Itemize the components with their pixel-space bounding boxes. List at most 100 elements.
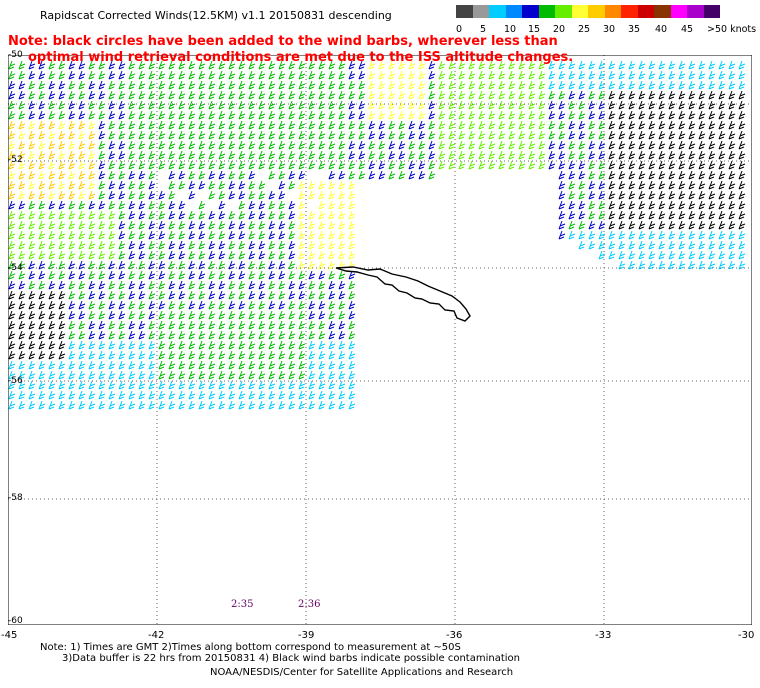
wind-barb [639,71,645,79]
wind-barb [739,161,745,169]
wind-barb [249,391,255,399]
wind-barb [349,171,355,179]
wind-barb [289,91,295,99]
wind-barb [59,371,65,379]
wind-barb [189,171,195,179]
wind-barb [429,111,435,119]
wind-barb [9,181,15,189]
wind-barb [59,171,65,179]
wind-barb [289,241,295,249]
wind-barb [69,391,75,399]
wind-barb [209,361,215,369]
wind-barb [329,101,335,109]
wind-barb [679,191,685,199]
wind-barb [649,141,655,149]
wind-barb [239,231,245,239]
wind-barb [269,361,275,369]
wind-barb [209,311,215,319]
wind-barb [649,201,655,209]
wind-barb [279,191,285,199]
wind-barb [59,351,65,359]
wind-barb [139,211,145,219]
wind-barb [159,401,165,409]
wind-barb [199,341,205,349]
wind-barb [29,131,35,139]
wind-barb [79,71,85,79]
wind-barb [99,221,105,229]
wind-barb [169,211,175,219]
wind-barb [59,361,65,369]
wind-barb [69,331,75,339]
wind-barb [699,121,705,129]
wind-barb [159,151,165,159]
wind-barb [699,81,705,89]
wind-barb [269,201,275,209]
wind-barb [19,361,25,369]
wind-barb [89,91,95,99]
wind-barb [729,211,735,219]
map-grid [8,55,752,625]
wind-barb [239,291,245,299]
wind-barb [159,101,165,109]
wind-barb [549,141,555,149]
wind-barb [489,121,495,129]
wind-barb [19,121,25,129]
wind-barb [349,351,355,359]
wind-barb [229,341,235,349]
wind-barb [39,91,45,99]
wind-barb [239,361,245,369]
wind-barb [309,231,315,239]
wind-barb [79,171,85,179]
wind-barb [219,331,225,339]
wind-barb [689,61,695,69]
wind-barb [639,201,645,209]
wind-barb [129,71,135,79]
wind-map [8,55,752,625]
wind-barb [719,241,725,249]
wind-barb [299,121,305,129]
wind-barb [719,81,725,89]
wind-barb [249,381,255,389]
wind-barb [609,191,615,199]
wind-barb [679,181,685,189]
wind-barb [159,391,165,399]
wind-barb [389,151,395,159]
wind-barb [319,181,325,189]
wind-barb [9,311,15,319]
wind-barb [89,171,95,179]
wind-barb [349,371,355,379]
wind-barb [559,111,565,119]
wind-barb [219,281,225,289]
wind-barb [289,281,295,289]
wind-barb [309,121,315,129]
wind-barb [239,121,245,129]
wind-barb [449,161,455,169]
wind-barb [629,251,635,259]
wind-barb [39,241,45,249]
wind-barb [69,321,75,329]
wind-barb [629,151,635,159]
wind-barb [349,71,355,79]
wind-barb [619,61,625,69]
wind-barb [99,181,105,189]
wind-barb [119,361,125,369]
wind-barb [119,191,125,199]
wind-barb [679,111,685,119]
wind-barb [139,221,145,229]
wind-barb [169,301,175,309]
wind-barb [609,141,615,149]
wind-barb [79,111,85,119]
wind-barb [229,291,235,299]
wind-barb [189,301,195,309]
wind-barb [459,151,465,159]
wind-barb [69,351,75,359]
wind-barb [79,271,85,279]
wind-barb [169,341,175,349]
wind-barb [319,231,325,239]
wind-barb [319,191,325,199]
wind-barb [99,201,105,209]
wind-barb [9,191,15,199]
wind-barb [719,61,725,69]
wind-barb [639,231,645,239]
chart-title: Rapidscat Corrected Winds(12.5KM) v1.1 2… [40,9,392,22]
